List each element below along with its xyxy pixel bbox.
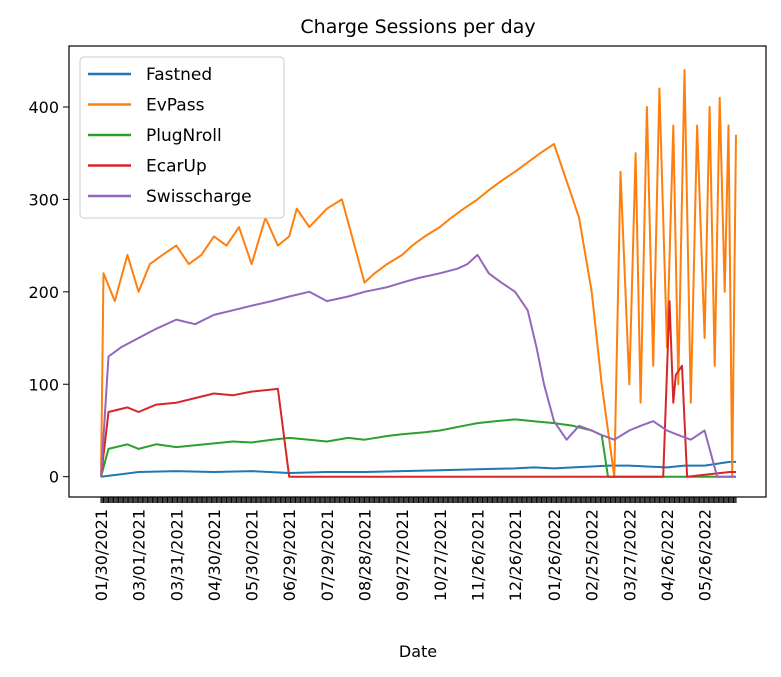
x-tick-label: 09/27/2021: [393, 509, 412, 601]
x-axis: 01/30/2021 03/01/2021 03/31/2021 04/30/2021…: [92, 497, 737, 601]
legend: Fastned EvPass PlugNroll EcarUp Swisscharge: [79, 56, 285, 219]
x-tick-label: 01/26/2022: [545, 509, 564, 601]
x-tick-label: 03/27/2022: [620, 509, 639, 601]
x-tick-label: 08/28/2021: [356, 509, 375, 601]
legend-label-swisscharge: Swisscharge: [146, 187, 252, 207]
x-tick-label: 05/30/2021: [243, 509, 262, 601]
legend-label-ecarup: EcarUp: [146, 157, 207, 177]
x-tick-label: 06/29/2021: [280, 509, 299, 601]
legend-items: Fastned EvPass PlugNroll EcarUp Swisscharge: [88, 65, 252, 207]
chart-title: Charge Sessions per day: [300, 16, 535, 38]
series-line-evpass: [100, 69, 737, 478]
x-tick-label: 11/26/2021: [468, 509, 487, 601]
legend-frame: [79, 56, 285, 219]
x-tick-label: 07/29/2021: [318, 509, 337, 601]
series-layer: [100, 69, 737, 478]
series-line-swisscharge: [100, 253, 736, 478]
series-line-plugnroll: [100, 418, 736, 478]
y-tick-label: 0: [49, 468, 59, 487]
x-tick-label: 03/31/2021: [167, 509, 186, 601]
legend-label-plugnroll: PlugNroll: [146, 126, 222, 146]
y-tick-label: 100: [28, 375, 59, 394]
legend-label-evpass: EvPass: [146, 96, 205, 116]
x-tick-label: 03/01/2021: [130, 509, 149, 601]
legend-label-fastned: Fastned: [146, 65, 212, 85]
y-axis: 0 100 200 300 400: [28, 98, 69, 487]
x-axis-label: Date: [399, 642, 437, 661]
y-tick-label: 300: [28, 190, 59, 209]
x-tick-label: 12/26/2021: [506, 509, 525, 601]
x-tick-label: 01/30/2021: [92, 509, 111, 601]
x-tick-label: 10/27/2021: [431, 509, 450, 601]
x-tick-label: 04/30/2021: [205, 509, 224, 601]
series-line-fastned: [100, 460, 736, 478]
y-tick-label: 400: [28, 98, 59, 117]
y-tick-label: 200: [28, 283, 59, 302]
x-tick-label: 04/26/2022: [658, 509, 677, 601]
x-tick-label: 05/26/2022: [696, 509, 715, 601]
series-line-ecarup: [100, 300, 736, 478]
x-tick-label: 02/25/2022: [583, 509, 602, 601]
